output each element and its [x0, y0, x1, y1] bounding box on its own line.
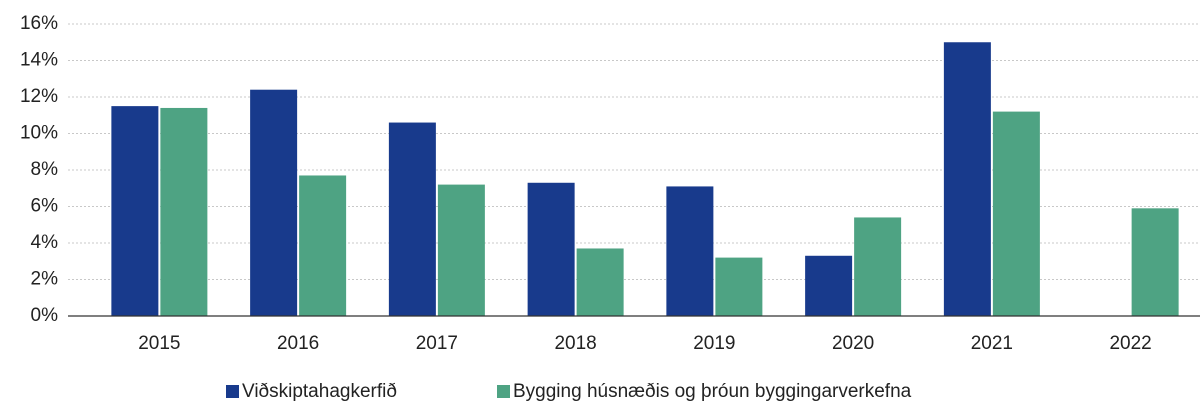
- y-tick-label: 12%: [20, 86, 58, 107]
- x-tick-label: 2019: [693, 333, 735, 354]
- x-tick-label: 2015: [138, 333, 180, 354]
- x-tick-label: 2018: [554, 333, 596, 354]
- bar: [1131, 208, 1179, 316]
- bar: [805, 255, 853, 316]
- legend-label: Bygging húsnæðis og þróun byggingarverke…: [513, 381, 912, 402]
- bar: [576, 248, 624, 316]
- bar: [854, 217, 902, 316]
- y-tick-label: 14%: [20, 50, 58, 71]
- bar: [160, 107, 208, 316]
- legend-label: Viðskiptahagkerfið: [242, 381, 397, 402]
- bar: [992, 111, 1040, 316]
- y-tick-label: 6%: [31, 196, 59, 217]
- x-tick-label: 2017: [416, 333, 458, 354]
- bar: [943, 42, 991, 316]
- legend-swatch: [497, 385, 510, 398]
- y-tick-label: 2%: [31, 269, 59, 290]
- legend-swatch: [226, 385, 239, 398]
- bar: [111, 106, 159, 316]
- x-tick-label: 2016: [277, 333, 319, 354]
- x-tick-label: 2021: [971, 333, 1013, 354]
- y-tick-label: 0%: [31, 305, 59, 326]
- bar: [715, 257, 763, 316]
- bar: [250, 89, 298, 316]
- bar: [299, 175, 347, 316]
- y-tick-label: 4%: [31, 232, 59, 253]
- y-tick-label: 10%: [20, 123, 58, 144]
- x-tick-label: 2022: [1109, 333, 1151, 354]
- bar: [437, 184, 485, 316]
- bar: [666, 186, 714, 316]
- y-tick-label: 8%: [31, 159, 59, 180]
- x-tick-label: 2020: [832, 333, 874, 354]
- bar: [388, 122, 436, 316]
- y-tick-label: 16%: [20, 13, 58, 34]
- bar: [527, 182, 575, 316]
